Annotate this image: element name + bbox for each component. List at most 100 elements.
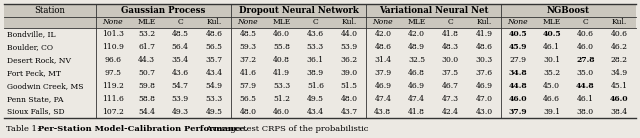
- Text: 40.5: 40.5: [509, 30, 527, 38]
- Text: 48.6: 48.6: [476, 43, 493, 51]
- Text: 47.4: 47.4: [374, 95, 392, 103]
- Text: 97.5: 97.5: [104, 69, 122, 77]
- Text: 31.4: 31.4: [374, 56, 392, 64]
- Text: 46.0: 46.0: [273, 30, 290, 38]
- Text: 42.4: 42.4: [442, 108, 459, 116]
- Text: 38.0: 38.0: [577, 108, 594, 116]
- Text: 30.3: 30.3: [476, 56, 493, 64]
- Text: 46.7: 46.7: [442, 82, 459, 90]
- Text: 40.5: 40.5: [542, 30, 561, 38]
- Text: 45.9: 45.9: [509, 43, 527, 51]
- Text: C: C: [447, 18, 453, 26]
- Text: Desert Rock, NV: Desert Rock, NV: [7, 56, 71, 64]
- Text: 41.9: 41.9: [476, 30, 493, 38]
- Text: 41.8: 41.8: [442, 30, 459, 38]
- Text: 54.4: 54.4: [138, 108, 155, 116]
- Text: 48.6: 48.6: [205, 30, 223, 38]
- Text: 35.2: 35.2: [543, 69, 560, 77]
- Text: 30.1: 30.1: [543, 56, 560, 64]
- Text: 38.4: 38.4: [611, 108, 628, 116]
- Text: 28.2: 28.2: [611, 56, 628, 64]
- Text: 37.9: 37.9: [374, 69, 392, 77]
- Text: 46.6: 46.6: [543, 95, 560, 103]
- Text: MLE: MLE: [408, 18, 426, 26]
- Text: 46.1: 46.1: [543, 43, 560, 51]
- Text: None: None: [102, 18, 123, 26]
- Text: 44.8: 44.8: [509, 82, 527, 90]
- Text: 48.3: 48.3: [442, 43, 459, 51]
- Text: Goodwin Creek, MS: Goodwin Creek, MS: [7, 82, 83, 90]
- Text: 32.5: 32.5: [408, 56, 425, 64]
- Text: 36.2: 36.2: [340, 56, 358, 64]
- Text: 49.5: 49.5: [307, 95, 324, 103]
- Text: 37.5: 37.5: [442, 69, 459, 77]
- Text: 49.3: 49.3: [172, 108, 189, 116]
- Text: 55.8: 55.8: [273, 43, 290, 51]
- Text: 48.0: 48.0: [239, 108, 257, 116]
- Text: 35.7: 35.7: [205, 56, 223, 64]
- Text: 53.3: 53.3: [273, 82, 291, 90]
- Text: 46.0: 46.0: [509, 95, 527, 103]
- Text: 43.6: 43.6: [172, 69, 189, 77]
- Text: C: C: [177, 18, 183, 26]
- Text: Sioux Falls, SD: Sioux Falls, SD: [7, 108, 65, 116]
- Text: 37.6: 37.6: [476, 69, 493, 77]
- Text: Kul.: Kul.: [477, 18, 492, 26]
- Text: 61.7: 61.7: [138, 43, 155, 51]
- Text: 50.7: 50.7: [138, 69, 155, 77]
- Bar: [4, 17, 636, 28]
- Text: 54.9: 54.9: [205, 82, 223, 90]
- Text: 101.3: 101.3: [102, 30, 124, 38]
- Text: 34.9: 34.9: [611, 69, 628, 77]
- Text: 46.9: 46.9: [476, 82, 493, 90]
- Text: 39.1: 39.1: [543, 108, 560, 116]
- Text: 46.0: 46.0: [577, 43, 594, 51]
- Text: 27.8: 27.8: [576, 56, 595, 64]
- Text: 36.1: 36.1: [307, 56, 324, 64]
- Text: Penn State, PA: Penn State, PA: [7, 95, 63, 103]
- Text: 48.0: 48.0: [340, 95, 358, 103]
- Text: MLE: MLE: [138, 18, 156, 26]
- Text: 27.9: 27.9: [509, 56, 526, 64]
- Text: 119.2: 119.2: [102, 82, 124, 90]
- Text: 35.0: 35.0: [577, 69, 594, 77]
- Text: 53.9: 53.9: [340, 43, 358, 51]
- Text: Boulder, CO: Boulder, CO: [7, 43, 53, 51]
- Text: 48.6: 48.6: [374, 43, 392, 51]
- Text: 46.2: 46.2: [611, 43, 628, 51]
- Text: Per-Station Model-Calibration Performance.: Per-Station Model-Calibration Performanc…: [38, 125, 248, 133]
- Text: 46.9: 46.9: [374, 82, 392, 90]
- Text: 107.2: 107.2: [102, 108, 124, 116]
- Text: 51.2: 51.2: [273, 95, 290, 103]
- Text: Table 1:: Table 1:: [6, 125, 42, 133]
- Text: Fort Peck, MT: Fort Peck, MT: [7, 69, 61, 77]
- Text: 37.9: 37.9: [509, 108, 527, 116]
- Text: 41.6: 41.6: [239, 69, 257, 77]
- Text: Station: Station: [35, 6, 65, 15]
- Text: 41.9: 41.9: [273, 69, 290, 77]
- Text: 53.2: 53.2: [138, 30, 155, 38]
- Text: 58.8: 58.8: [138, 95, 155, 103]
- Text: 47.0: 47.0: [476, 95, 493, 103]
- Text: 44.3: 44.3: [138, 56, 155, 64]
- Text: 110.9: 110.9: [102, 43, 124, 51]
- Text: MLE: MLE: [543, 18, 561, 26]
- Text: Kul.: Kul.: [611, 18, 627, 26]
- Text: None: None: [237, 18, 258, 26]
- Text: C: C: [312, 18, 318, 26]
- Text: MLE: MLE: [273, 18, 291, 26]
- Text: 43.0: 43.0: [476, 108, 493, 116]
- Text: 35.4: 35.4: [172, 56, 189, 64]
- Text: 48.5: 48.5: [172, 30, 189, 38]
- Text: 46.8: 46.8: [408, 69, 425, 77]
- Text: 53.9: 53.9: [172, 95, 189, 103]
- Text: 96.6: 96.6: [104, 56, 122, 64]
- Text: 47.4: 47.4: [408, 95, 425, 103]
- Text: 56.5: 56.5: [205, 43, 223, 51]
- Text: 54.7: 54.7: [172, 82, 189, 90]
- Text: 59.3: 59.3: [239, 43, 257, 51]
- Text: 46.0: 46.0: [610, 95, 628, 103]
- Text: 111.6: 111.6: [102, 95, 124, 103]
- Bar: [4, 4, 636, 17]
- Text: 51.6: 51.6: [307, 82, 324, 90]
